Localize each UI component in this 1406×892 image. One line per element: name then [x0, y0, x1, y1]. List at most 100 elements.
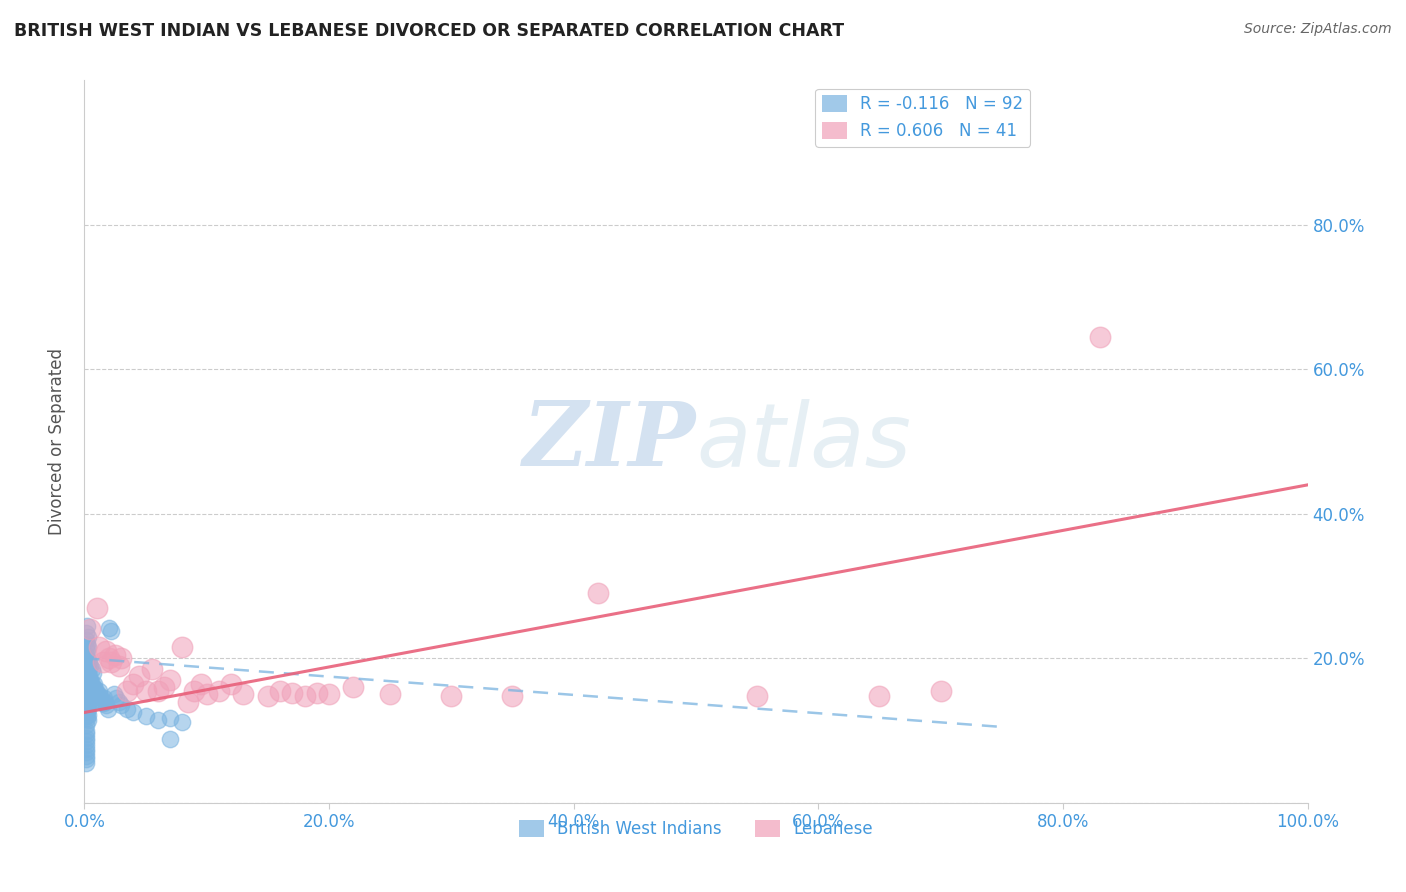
- Point: [747, 689, 769, 703]
- Point: [87, 689, 110, 703]
- Point: [107, 695, 129, 709]
- Point: [115, 702, 138, 716]
- Point: [77, 696, 100, 710]
- Point: [190, 676, 212, 690]
- Point: [135, 709, 157, 723]
- Point: [77, 655, 100, 669]
- Point: [79, 687, 101, 701]
- Point: [76, 644, 98, 658]
- Point: [128, 669, 150, 683]
- Point: [75, 752, 97, 766]
- Point: [97, 621, 120, 635]
- Point: [172, 640, 194, 655]
- Point: [84, 681, 107, 696]
- Point: [77, 658, 100, 673]
- Point: [869, 689, 891, 703]
- Point: [159, 673, 181, 687]
- Point: [75, 731, 97, 745]
- Point: [76, 662, 98, 676]
- Y-axis label: Divorced or Separated: Divorced or Separated: [48, 348, 66, 535]
- Point: [342, 680, 364, 694]
- Point: [75, 748, 97, 763]
- Point: [177, 695, 200, 709]
- Point: [75, 633, 97, 648]
- Point: [79, 623, 101, 637]
- Point: [294, 689, 316, 703]
- Point: [80, 662, 103, 676]
- Point: [82, 680, 104, 694]
- Point: [76, 706, 98, 720]
- Point: [107, 658, 129, 673]
- Point: [77, 640, 100, 655]
- Point: [183, 683, 205, 698]
- Point: [77, 713, 100, 727]
- Point: [75, 687, 97, 701]
- Point: [83, 676, 105, 690]
- Point: [75, 727, 97, 741]
- Point: [76, 651, 98, 665]
- Point: [75, 741, 97, 756]
- Point: [76, 673, 98, 687]
- Point: [91, 696, 114, 710]
- Point: [208, 683, 231, 698]
- Point: [75, 681, 97, 696]
- Point: [77, 669, 100, 683]
- Point: [75, 723, 97, 738]
- Legend: British West Indians, Lebanese: British West Indians, Lebanese: [512, 814, 880, 845]
- Point: [76, 667, 98, 681]
- Point: [97, 702, 120, 716]
- Point: [75, 671, 97, 685]
- Point: [146, 683, 169, 698]
- Point: [172, 714, 194, 729]
- Point: [75, 665, 97, 680]
- Point: [91, 655, 114, 669]
- Point: [77, 669, 100, 683]
- Point: [75, 698, 97, 713]
- Point: [146, 713, 169, 727]
- Point: [195, 687, 218, 701]
- Point: [77, 680, 100, 694]
- Point: [502, 689, 524, 703]
- Point: [75, 756, 97, 770]
- Point: [75, 626, 97, 640]
- Point: [96, 698, 118, 713]
- Point: [75, 745, 97, 759]
- Point: [89, 689, 111, 703]
- Point: [77, 674, 100, 689]
- Point: [75, 640, 97, 655]
- Point: [76, 619, 98, 633]
- Point: [76, 689, 98, 703]
- Point: [318, 687, 340, 701]
- Point: [79, 673, 101, 687]
- Point: [440, 689, 463, 703]
- Point: [77, 691, 100, 706]
- Point: [86, 686, 108, 700]
- Point: [103, 687, 125, 701]
- Point: [75, 709, 97, 723]
- Point: [75, 738, 97, 752]
- Point: [76, 637, 98, 651]
- Point: [269, 683, 291, 698]
- Point: [153, 680, 176, 694]
- Point: [77, 683, 100, 698]
- Point: [115, 683, 138, 698]
- Point: [77, 653, 100, 667]
- Point: [75, 655, 97, 669]
- Point: [86, 600, 108, 615]
- Point: [80, 691, 103, 706]
- Point: [94, 695, 117, 709]
- Point: [100, 655, 122, 669]
- Point: [141, 662, 163, 676]
- Point: [586, 586, 609, 600]
- Point: [380, 687, 402, 701]
- Point: [77, 702, 100, 716]
- Point: [105, 691, 128, 706]
- Point: [76, 695, 98, 709]
- Point: [76, 679, 98, 693]
- Text: Source: ZipAtlas.com: Source: ZipAtlas.com: [1244, 22, 1392, 37]
- Point: [90, 693, 112, 707]
- Point: [79, 658, 101, 673]
- Point: [122, 706, 145, 720]
- Point: [76, 657, 98, 671]
- Point: [76, 710, 98, 724]
